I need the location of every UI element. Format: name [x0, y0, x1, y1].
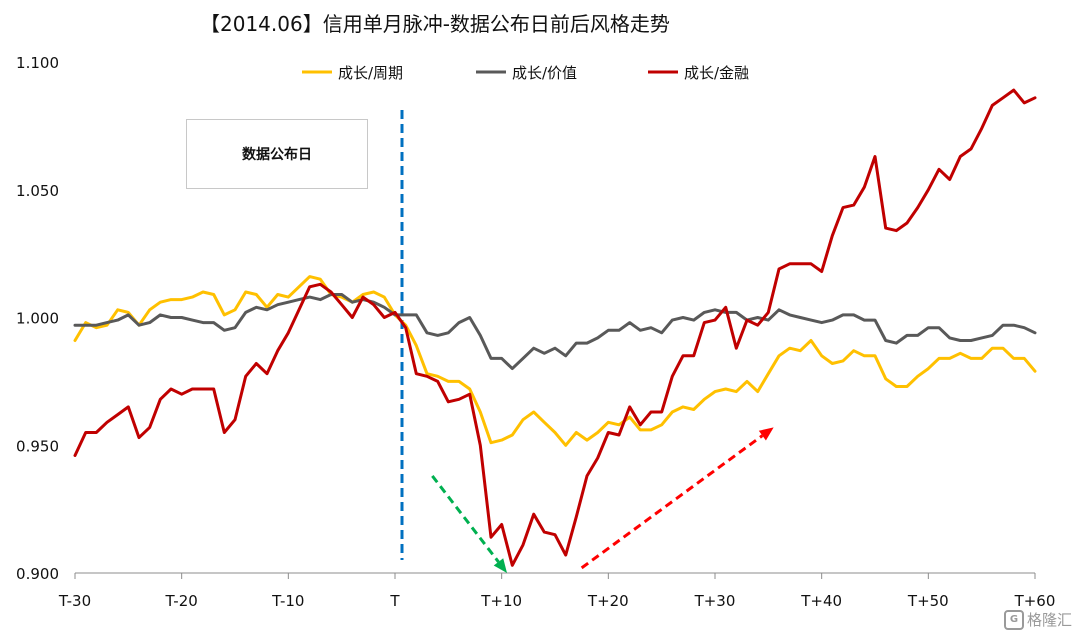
y-tick-label: 1.000 [16, 310, 59, 328]
y-tick-label: 1.050 [16, 182, 59, 200]
series-line-2 [73, 293, 1037, 371]
release-day-annotation: 数据公布日 [186, 119, 368, 189]
legend: 成长/周期 成长/价值 成长/金融 [302, 64, 749, 82]
green-arrow-head [493, 558, 507, 573]
x-tick-label: T+50 [907, 592, 949, 610]
green-arrow-shaft [431, 474, 500, 563]
chart-title: 【2014.06】信用单月脉冲-数据公布日前后风格走势 [200, 12, 670, 36]
x-tick-label: T-30 [58, 592, 91, 610]
legend-label-2: 成长/价值 [512, 64, 577, 82]
red-arrow-head [758, 427, 774, 441]
x-tick-label: T+10 [480, 592, 522, 610]
legend-label-3: 成长/金融 [684, 64, 749, 82]
y-tick-label: 0.900 [16, 565, 59, 583]
watermark: G 格隆汇 [1003, 609, 1072, 630]
red-arrow-shaft [580, 434, 764, 570]
x-tick-label: T+60 [1014, 592, 1056, 610]
x-tick-label: T-20 [165, 592, 198, 610]
watermark-text: 格隆汇 [1026, 611, 1072, 629]
x-tick-label: T+20 [587, 592, 629, 610]
series-line-3 [73, 88, 1037, 567]
series-lines [73, 88, 1037, 567]
x-tick-label: T+30 [694, 592, 736, 610]
x-tick-label: T-10 [271, 592, 304, 610]
y-tick-label: 0.950 [16, 437, 59, 455]
y-tick-label: 1.100 [16, 54, 59, 72]
watermark-logo-icon: G [1003, 609, 1024, 630]
series-line-1 [73, 275, 1037, 447]
y-tick-labels: 0.900 0.950 1.000 1.050 1.100 [16, 54, 59, 583]
x-tick-label: T+40 [800, 592, 842, 610]
axes [74, 572, 1036, 579]
release-day-label: 数据公布日 [242, 147, 312, 163]
x-tick-label: T [389, 592, 400, 610]
trend-arrows [431, 427, 774, 573]
legend-label-1: 成长/周期 [338, 64, 403, 82]
x-tick-labels: T-30 T-20 T-10 T T+10 T+20 T+30 T+40 T+50 T+60 [58, 592, 1056, 610]
